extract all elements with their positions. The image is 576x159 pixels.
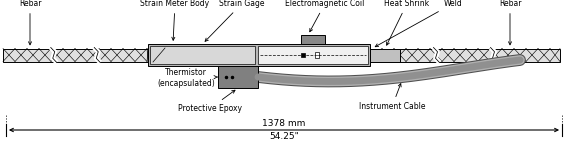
Bar <box>148 44 370 66</box>
Text: Protective Epoxy: Protective Epoxy <box>178 90 242 113</box>
Text: 54.25": 54.25" <box>269 132 299 141</box>
Bar <box>301 53 305 57</box>
Text: Weld: Weld <box>375 0 463 47</box>
Text: Rebar: Rebar <box>499 0 521 45</box>
Text: Instrument Cable: Instrument Cable <box>359 84 425 111</box>
Text: Rebar: Rebar <box>19 0 41 45</box>
Text: Electromagnetic Coil: Electromagnetic Coil <box>285 0 365 32</box>
Bar <box>370 48 400 62</box>
Bar <box>3 48 148 62</box>
Text: Strain Gage: Strain Gage <box>205 0 265 41</box>
Text: Heat Shrink: Heat Shrink <box>384 0 430 45</box>
Bar <box>370 48 560 62</box>
Bar <box>315 52 319 58</box>
Text: 1378 mm: 1378 mm <box>262 119 306 128</box>
Bar <box>150 46 255 64</box>
Bar <box>258 46 368 64</box>
Text: Strain Meter Body: Strain Meter Body <box>141 0 210 40</box>
Text: Thermistor
(encapsulated): Thermistor (encapsulated) <box>157 68 218 88</box>
Bar <box>218 66 258 88</box>
Bar <box>301 35 325 44</box>
